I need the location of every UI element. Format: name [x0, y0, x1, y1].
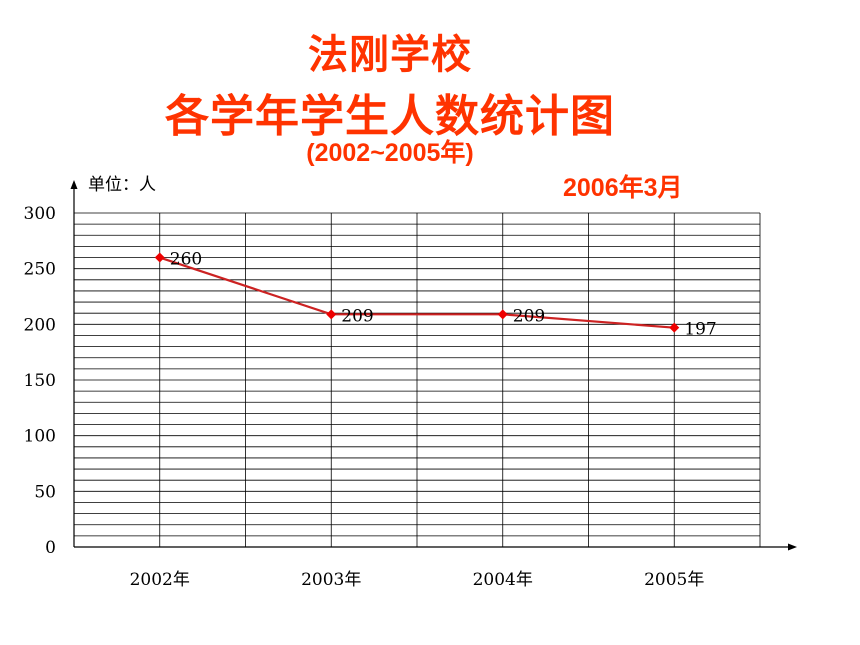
series-line: [159, 256, 675, 329]
chart-subtitle: (2002~2005年): [306, 139, 474, 167]
y-tick-label: 0: [45, 538, 56, 558]
chart-title-line2: 各学年学生人数统计图: [165, 91, 615, 142]
x-tick-label: 2004年: [473, 570, 533, 590]
data-point-marker: [497, 309, 508, 320]
chart-title-line1: 法刚学校: [308, 32, 472, 78]
x-axis-arrow: [788, 543, 797, 551]
y-tick-label: 100: [24, 427, 56, 447]
data-label: 209: [513, 306, 545, 326]
data-point-marker: [669, 322, 680, 333]
data-point-marker: [326, 309, 337, 320]
data-label: 209: [341, 306, 373, 326]
y-tick-label: 150: [24, 371, 56, 391]
y-tick-label: 300: [24, 204, 56, 224]
series-student-count: [154, 252, 680, 333]
y-tick-label: 50: [34, 482, 56, 502]
chart-date: 2006年3月: [563, 174, 683, 202]
x-tick-label: 2002年: [130, 570, 190, 590]
data-point-marker: [154, 252, 165, 263]
axes: [70, 180, 797, 551]
y-axis-arrow: [70, 180, 78, 189]
labels: 单位：人 0 50 100 150 200 250 300 2002年 2003年 2004年 200…: [24, 175, 717, 590]
x-tick-label: 2003年: [301, 570, 361, 590]
y-tick-label: 200: [24, 315, 56, 335]
y-tick-label: 250: [24, 260, 56, 280]
y-axis-unit-label: 单位：人: [88, 175, 156, 195]
x-tick-label: 2005年: [644, 570, 704, 590]
data-label: 197: [684, 320, 716, 340]
data-label: 260: [170, 250, 202, 270]
